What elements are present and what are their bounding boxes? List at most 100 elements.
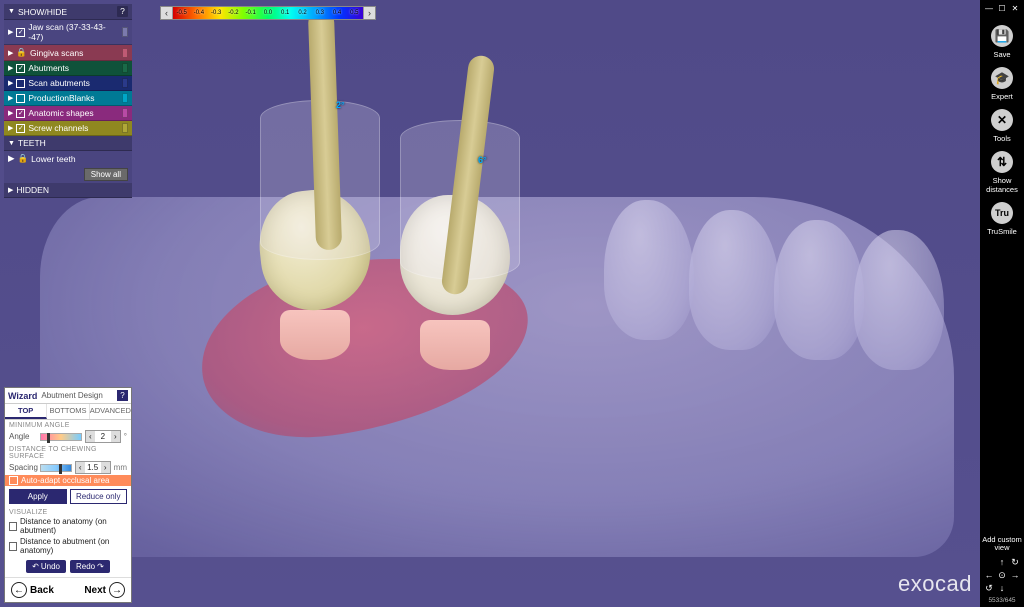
angle-stepper[interactable]: ‹ 2 ›	[85, 430, 121, 443]
checkbox-icon[interactable]	[16, 94, 25, 103]
help-icon[interactable]: ?	[117, 390, 128, 401]
arrow-right-icon[interactable]: →	[1009, 569, 1021, 581]
step-up-icon[interactable]: ›	[101, 462, 110, 473]
wizard-panel: Wizard Abutment Design ? TOPBOTTOMSADVAN…	[4, 387, 132, 603]
lock-icon: 🔒	[18, 153, 29, 164]
rotate-icon[interactable]: ↻	[1009, 556, 1021, 568]
lock-icon: 🔒	[16, 47, 27, 58]
showhide-row[interactable]: ▶Screw channels	[4, 121, 132, 136]
showall-button[interactable]: Show all	[84, 168, 128, 181]
colorbar-left-cap[interactable]: ‹	[161, 7, 173, 19]
colorbar-tick: -0.4	[190, 10, 207, 16]
step-up-icon[interactable]: ›	[111, 431, 120, 442]
step-down-icon[interactable]: ‹	[76, 462, 85, 473]
showdist-label: Show distances	[980, 176, 1024, 194]
showhide-label: Gingiva scans	[30, 48, 83, 58]
chevron-right-icon: ▶	[8, 186, 13, 194]
colorbar-tick: 0.4	[328, 10, 345, 16]
colorbar-tick: 0.3	[311, 10, 328, 16]
hidden-header[interactable]: ▶ HIDDEN	[4, 183, 132, 198]
minimize-button[interactable]: —	[985, 4, 994, 13]
viz-option-1[interactable]: Distance to anatomy (on abutment)	[5, 516, 131, 536]
colorbar-right-cap[interactable]: ›	[363, 7, 375, 19]
trusmile-icon: Tru	[991, 202, 1013, 224]
viz1-label: Distance to anatomy (on abutment)	[20, 517, 127, 535]
color-chip	[122, 78, 128, 88]
angle-slider[interactable]	[40, 433, 82, 441]
undo-button[interactable]: ↶Undo	[26, 560, 66, 573]
checkbox-icon[interactable]	[9, 522, 17, 531]
rotate-icon[interactable]: ↺	[983, 582, 995, 594]
checkbox-icon[interactable]	[9, 542, 17, 551]
showhide-row[interactable]: ▶ProductionBlanks	[4, 91, 132, 106]
checkbox-icon[interactable]	[16, 28, 25, 37]
expert-label: Expert	[991, 92, 1013, 101]
distance-colorbar[interactable]: ‹ -0.5-0.4-0.3-0.2-0.10.00.10.20.30.40.5…	[160, 6, 376, 20]
help-icon[interactable]: ?	[117, 6, 128, 17]
checkbox-icon[interactable]	[9, 476, 18, 485]
spacing-value: 1.5	[85, 463, 101, 472]
lower-teeth-row[interactable]: ▶ 🔒 Lower teeth	[4, 151, 132, 166]
right-toolbar: — ☐ ✕ 💾 Save 🎓 Expert ✕ Tools ⇅ Show dis…	[980, 0, 1024, 607]
wizard-tab[interactable]: BOTTOMS	[47, 404, 89, 419]
showhide-row[interactable]: ▶Scan abutments	[4, 76, 132, 91]
close-button[interactable]: ✕	[1011, 4, 1020, 13]
save-label: Save	[993, 50, 1010, 59]
showhide-row[interactable]: ▶🔒Gingiva scans	[4, 45, 132, 61]
chevron-right-icon: ▶	[8, 153, 15, 164]
section-distance: DISTANCE TO CHEWING SURFACE	[5, 444, 131, 460]
tools-label: Tools	[993, 134, 1011, 143]
center-icon[interactable]: ⊙	[996, 569, 1008, 581]
step-down-icon[interactable]: ‹	[86, 431, 95, 442]
colorbar-tick: -0.1	[242, 10, 259, 16]
showhide-header[interactable]: ▼ SHOW/HIDE ?	[4, 4, 132, 20]
color-chip	[122, 63, 128, 73]
checkbox-icon[interactable]	[16, 79, 25, 88]
chevron-right-icon: ▶	[8, 109, 13, 117]
viz2-label: Distance to abutment (on anatomy)	[20, 537, 127, 555]
back-button[interactable]: ←Back	[11, 582, 54, 598]
arrow-down-icon[interactable]: ↓	[996, 582, 1008, 594]
graduate-icon: 🎓	[991, 67, 1013, 89]
tools-button[interactable]: ✕ Tools	[991, 109, 1013, 143]
showhide-row[interactable]: ▶Anatomic shapes	[4, 106, 132, 121]
trusmile-button[interactable]: Tru TruSmile	[987, 202, 1017, 236]
spacing-slider[interactable]	[40, 464, 72, 472]
auto-adapt-row[interactable]: Auto-adapt occlusal area	[5, 475, 131, 486]
app-logo: exocad	[898, 571, 972, 597]
wizard-tab[interactable]: ADVANCED	[90, 404, 131, 419]
reduce-button[interactable]: Reduce only	[70, 489, 128, 504]
wizard-tab[interactable]: TOP	[5, 404, 47, 419]
wizard-subtitle: Abutment Design	[41, 391, 102, 400]
chevron-right-icon: ▶	[8, 79, 13, 87]
showhide-row[interactable]: ▶Abutments	[4, 61, 132, 76]
next-button[interactable]: Next→	[84, 582, 125, 598]
tooth-mesh	[854, 230, 944, 370]
viz-option-2[interactable]: Distance to abutment (on anatomy)	[5, 536, 131, 556]
add-custom-view[interactable]: Add custom view	[980, 532, 1024, 557]
colorbar-tick: 0.5	[346, 10, 363, 16]
undo-icon: ↶	[32, 562, 39, 571]
save-button[interactable]: 💾 Save	[991, 25, 1013, 59]
abutment-b	[420, 320, 490, 370]
checkbox-icon[interactable]	[16, 124, 25, 133]
angle-unit: °	[124, 432, 127, 441]
arrow-up-icon[interactable]: ↑	[996, 556, 1008, 568]
showhide-label: Abutments	[28, 63, 69, 73]
redo-icon: ↷	[97, 562, 104, 571]
expert-button[interactable]: 🎓 Expert	[991, 67, 1013, 101]
teeth-title: TEETH	[18, 138, 46, 148]
checkbox-icon[interactable]	[16, 64, 25, 73]
viewport-3d[interactable]: 2° 6°	[0, 0, 1024, 607]
showhide-label: ProductionBlanks	[28, 93, 94, 103]
spacing-stepper[interactable]: ‹ 1.5 ›	[75, 461, 111, 474]
apply-button[interactable]: Apply	[9, 489, 67, 504]
showdistances-button[interactable]: ⇅ Show distances	[980, 151, 1024, 194]
checkbox-icon[interactable]	[16, 109, 25, 118]
maximize-button[interactable]: ☐	[998, 4, 1007, 13]
teeth-header[interactable]: ▼ TEETH	[4, 136, 132, 151]
redo-button[interactable]: Redo↷	[70, 560, 110, 573]
view-navigator[interactable]: ↑↻ ←⊙→ ↺↓	[983, 556, 1021, 597]
arrow-left-icon[interactable]: ←	[983, 569, 995, 581]
showhide-row[interactable]: ▶Jaw scan (37-33-43--47)	[4, 20, 132, 45]
